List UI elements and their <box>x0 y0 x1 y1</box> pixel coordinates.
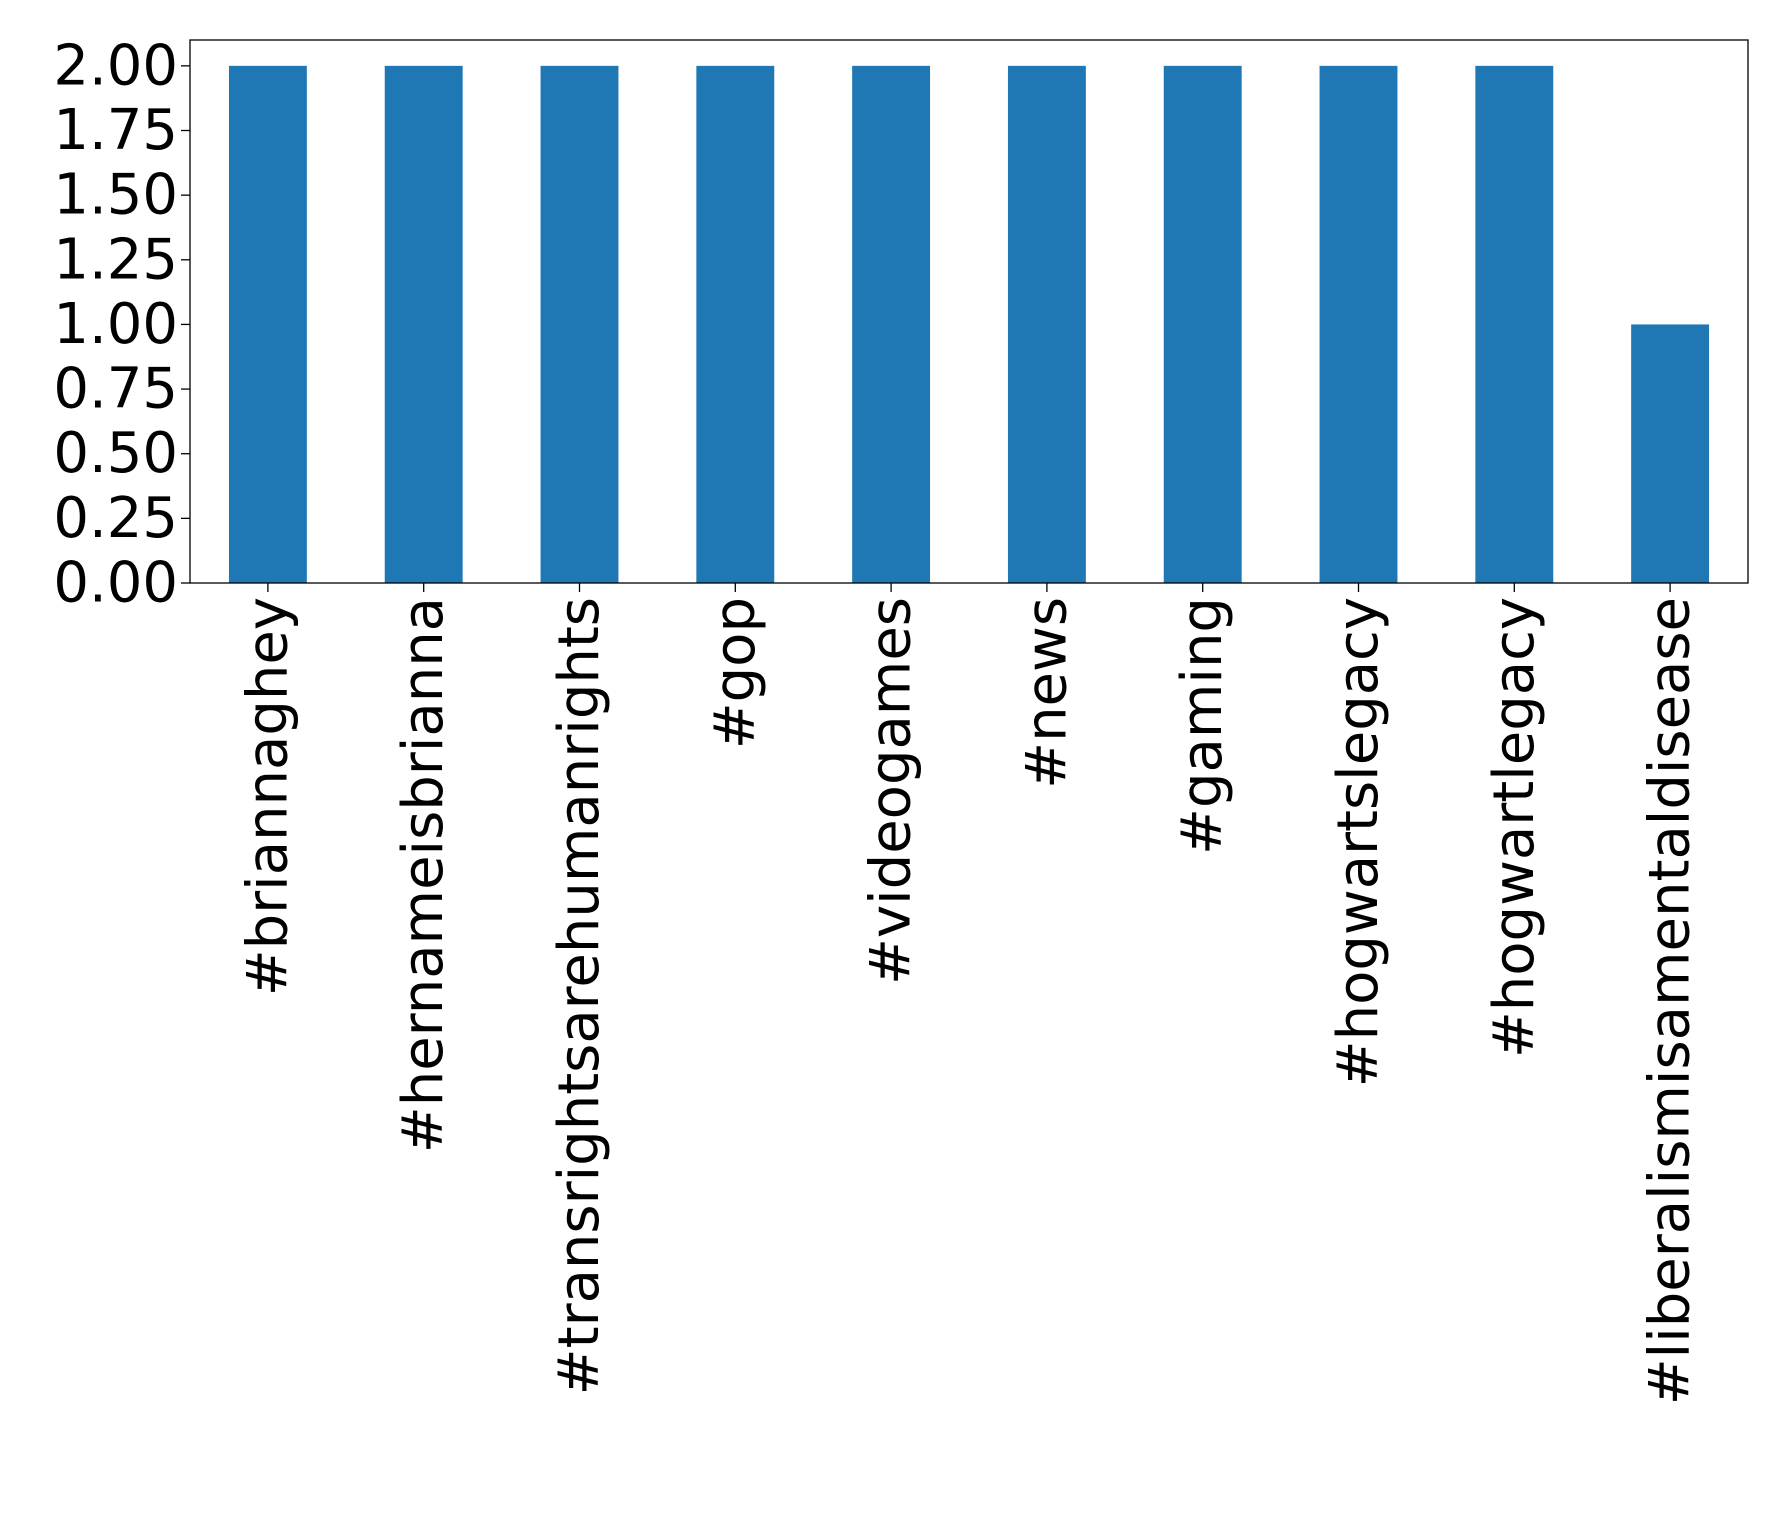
y-tick-label: 1.75 <box>53 98 178 163</box>
x-axis: #briannaghey #hernameisbrianna #transright… <box>235 583 1703 1405</box>
y-tick-label: 1.00 <box>53 292 178 357</box>
bars-layer <box>228 65 1710 584</box>
y-tick-label: 0.25 <box>53 486 178 551</box>
bar-4 <box>852 65 931 584</box>
x-tick-label: #hogwartslegacy <box>1326 597 1391 1087</box>
y-tick-label: 0.50 <box>53 421 178 486</box>
bar-8 <box>1475 65 1554 584</box>
bar-9 <box>1631 324 1710 583</box>
y-tick-label: 1.50 <box>53 163 178 228</box>
x-tick-label: #liberalismisamentaldisease <box>1638 597 1703 1405</box>
bar-2 <box>540 65 619 584</box>
y-axis: 0.000.250.500.751.001.251.501.752.00 <box>53 33 190 616</box>
y-tick-label: 2.00 <box>53 33 178 98</box>
x-tick-label: #videogames <box>859 597 924 985</box>
bar-3 <box>696 65 775 584</box>
x-tick-label: #gaming <box>1170 597 1235 855</box>
plot-frame <box>189 39 1749 584</box>
bar-1 <box>384 65 463 584</box>
x-tick-label: #transrightsarehumanrights <box>547 597 612 1395</box>
y-tick-label: 1.25 <box>53 227 178 292</box>
bar-0 <box>228 65 307 584</box>
x-tick-label: #hogwartlegacy <box>1482 597 1547 1058</box>
x-tick-label: #gop <box>703 597 768 749</box>
y-tick-label: 0.00 <box>53 551 178 616</box>
bar-6 <box>1163 65 1242 584</box>
bar-7 <box>1319 65 1398 584</box>
x-tick-label: #hernameisbrianna <box>391 597 456 1153</box>
bar-5 <box>1007 65 1086 584</box>
x-tick-label: #news <box>1014 597 1079 789</box>
y-tick-label: 0.75 <box>53 357 178 422</box>
x-tick-label: #briannaghey <box>235 597 300 996</box>
